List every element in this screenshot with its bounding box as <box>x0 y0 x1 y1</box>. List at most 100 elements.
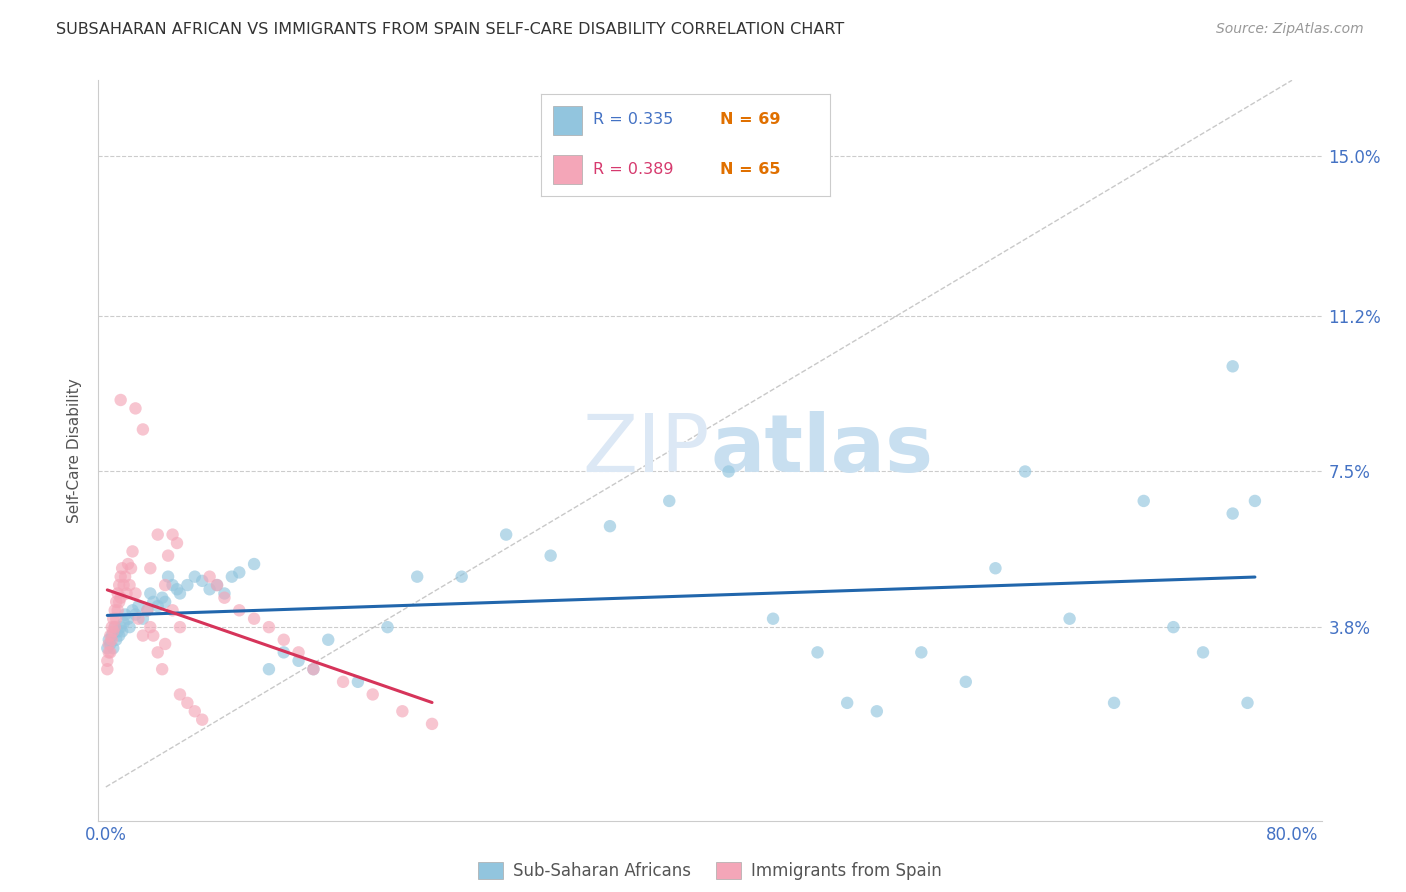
Point <box>111 561 134 575</box>
Point <box>96 654 118 668</box>
Point <box>103 612 125 626</box>
Point <box>105 612 128 626</box>
Point <box>450 569 472 583</box>
Point <box>157 569 180 583</box>
Point <box>316 632 339 647</box>
Point <box>139 586 162 600</box>
Point <box>1163 620 1185 634</box>
Point <box>139 620 162 634</box>
Point <box>124 607 146 622</box>
Text: SUBSAHARAN AFRICAN VS IMMIGRANTS FROM SPAIN SELF-CARE DISABILITY CORRELATION CHA: SUBSAHARAN AFRICAN VS IMMIGRANTS FROM SP… <box>56 22 845 37</box>
Point <box>599 519 621 533</box>
Point <box>115 586 138 600</box>
Point <box>117 612 139 626</box>
Point <box>955 674 977 689</box>
Point <box>100 629 122 643</box>
Point <box>1014 465 1036 479</box>
Point <box>198 582 221 597</box>
Point <box>146 527 169 541</box>
Y-axis label: Self-Care Disability: Self-Care Disability <box>67 378 83 523</box>
Point <box>107 603 129 617</box>
Point <box>105 632 128 647</box>
Point <box>132 422 155 436</box>
Point <box>108 629 131 643</box>
Point <box>1132 494 1154 508</box>
Point <box>166 536 188 550</box>
Point <box>228 566 250 580</box>
Point <box>108 595 131 609</box>
Point <box>97 645 120 659</box>
Point <box>153 595 176 609</box>
Point <box>191 713 214 727</box>
Point <box>837 696 859 710</box>
Point <box>127 612 149 626</box>
Point <box>302 662 325 676</box>
Point <box>120 561 142 575</box>
Point <box>121 603 143 617</box>
Point <box>103 641 125 656</box>
Text: N = 65: N = 65 <box>720 161 780 177</box>
Point <box>257 620 280 634</box>
Point <box>97 637 120 651</box>
Point <box>121 544 143 558</box>
Point <box>302 662 325 676</box>
Point <box>117 557 139 571</box>
Point <box>118 620 141 634</box>
Text: Source: ZipAtlas.com: Source: ZipAtlas.com <box>1216 22 1364 37</box>
Point <box>420 717 443 731</box>
Point <box>153 637 176 651</box>
Bar <box>553 155 582 184</box>
Point <box>221 569 243 583</box>
Text: R = 0.389: R = 0.389 <box>593 161 673 177</box>
Point <box>100 620 122 634</box>
Point <box>107 586 129 600</box>
Point <box>176 578 198 592</box>
Point <box>111 624 134 639</box>
Point <box>1059 612 1081 626</box>
Point <box>136 603 159 617</box>
Point <box>198 569 221 583</box>
Point <box>146 599 169 613</box>
Point <box>104 620 127 634</box>
Point <box>762 612 785 626</box>
Point <box>205 578 228 592</box>
Point <box>806 645 828 659</box>
Point <box>98 645 121 659</box>
Point <box>191 574 214 588</box>
Point <box>114 607 136 622</box>
Point <box>162 527 184 541</box>
Point <box>139 561 162 575</box>
Point <box>150 591 173 605</box>
Point <box>103 624 125 639</box>
Point <box>391 704 413 718</box>
Point <box>361 688 384 702</box>
Point <box>169 688 191 702</box>
Point <box>118 578 141 592</box>
Point <box>287 654 309 668</box>
Point <box>866 704 889 718</box>
Point <box>166 582 188 597</box>
Point <box>228 603 250 617</box>
Text: ZIP: ZIP <box>582 411 710 490</box>
Point <box>105 595 128 609</box>
Point <box>98 629 121 643</box>
Point <box>495 527 517 541</box>
Text: R = 0.335: R = 0.335 <box>593 112 673 128</box>
Point <box>332 674 354 689</box>
Point <box>984 561 1007 575</box>
Point <box>347 674 370 689</box>
Point <box>1244 494 1267 508</box>
Point <box>104 620 127 634</box>
Point <box>112 615 135 630</box>
Point <box>114 569 136 583</box>
Point <box>112 578 135 592</box>
Point <box>214 591 236 605</box>
Point <box>273 645 295 659</box>
Point <box>157 549 180 563</box>
Point <box>142 629 165 643</box>
Point <box>150 662 173 676</box>
Point <box>1102 696 1125 710</box>
Point <box>108 578 131 592</box>
Point <box>1222 507 1244 521</box>
Point <box>273 632 295 647</box>
